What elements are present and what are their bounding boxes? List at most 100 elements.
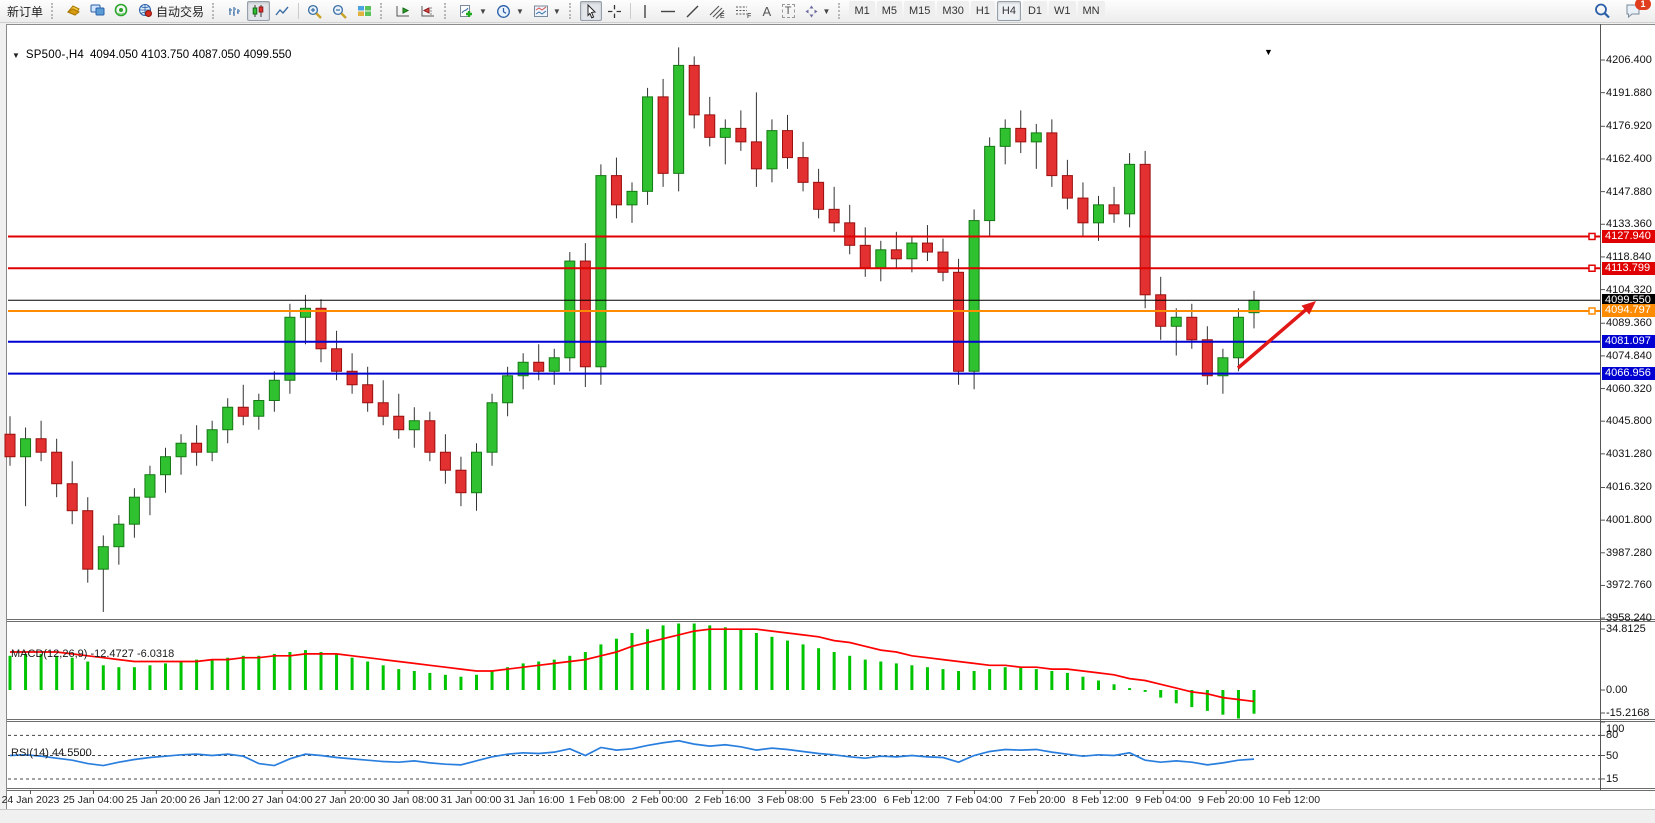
time-axis-label: 2 Feb 16:00	[694, 794, 751, 806]
candle-bear	[813, 181, 825, 210]
new-order-button[interactable]: 新订单	[3, 1, 47, 21]
signals-button[interactable]	[110, 1, 133, 21]
timeframe-w1-button[interactable]: W1	[1049, 1, 1076, 21]
toolbar-separator	[298, 3, 300, 19]
candle-bear	[424, 420, 436, 453]
indicators-button[interactable]: ▼	[455, 1, 491, 21]
zoom-out-button[interactable]	[328, 1, 352, 21]
vline-button[interactable]	[635, 1, 655, 21]
tile-windows-icon	[358, 6, 372, 16]
chart-shift-button[interactable]	[416, 1, 440, 21]
channel-button[interactable]: E	[705, 1, 730, 21]
candle-bear	[782, 130, 793, 159]
channel-letter: E	[720, 13, 725, 19]
candle-bear	[51, 451, 63, 485]
timeframe-h1-button[interactable]: H1	[970, 1, 995, 21]
chart-line-button[interactable]	[271, 1, 294, 21]
autotrading-label: 自动交易	[156, 4, 205, 19]
chart-area[interactable]	[6, 24, 1655, 823]
timeframe-m5-button[interactable]: M5	[876, 1, 903, 21]
candle-bull	[471, 451, 482, 494]
arrows-tool-icon	[805, 5, 818, 17]
fibonacci-button[interactable]: F	[731, 1, 756, 21]
time-axis-label: 27 Jan 20:00	[314, 794, 376, 806]
zoom-in-button[interactable]	[303, 1, 327, 21]
time-axis-label: 27 Jan 04:00	[251, 794, 313, 806]
candle-bull	[1030, 132, 1042, 143]
price-axis-tick-label: 3987.280	[1606, 546, 1652, 559]
label-button[interactable]: T	[778, 1, 799, 21]
time-axis-label: 8 Feb 12:00	[1072, 794, 1129, 806]
toolbar-grip	[444, 3, 450, 19]
templates-button[interactable]: ▼	[529, 1, 565, 21]
hline-button[interactable]	[656, 1, 680, 21]
candle-bear	[953, 271, 965, 372]
candle-bear	[657, 96, 669, 174]
templates-icon	[533, 5, 548, 17]
timeframe-m30-button[interactable]: M30	[937, 1, 969, 21]
candle-bear	[750, 141, 762, 170]
candle-bear	[1046, 132, 1058, 177]
candle-bull	[766, 130, 778, 170]
periods-button[interactable]: ▼	[492, 1, 528, 21]
candle-bull	[408, 420, 420, 431]
metaeditor-button[interactable]	[62, 1, 85, 21]
price-level-badge: 4081.097	[1602, 335, 1655, 349]
macd-indicator-label: MACD(12,26,9) -12.4727 -6.0318	[11, 648, 175, 660]
zoom-in-icon	[307, 4, 322, 19]
time-axis-label: 9 Feb 20:00	[1198, 794, 1255, 806]
equidistant-channel-icon: E	[709, 5, 725, 19]
search-button[interactable]	[1590, 1, 1615, 21]
time-axis-label: 9 Feb 04:00	[1135, 794, 1192, 806]
line-handle	[1588, 307, 1596, 315]
symbol-expand-icon[interactable]: ▼	[12, 50, 20, 60]
candle-bull	[160, 456, 171, 476]
timeframe-mn-button[interactable]: MN	[1077, 1, 1105, 21]
chart-candles-button[interactable]	[247, 1, 271, 21]
rsi-indicator-label: RSI(14) 44.5500	[11, 747, 92, 759]
rsi-axis-label: 50	[1606, 749, 1619, 762]
price-level-badge: 4066.956	[1602, 367, 1655, 381]
candle-bear	[82, 510, 94, 570]
trendline-icon	[686, 5, 699, 17]
time-axis-label: 25 Jan 04:00	[63, 794, 124, 806]
candle-bear	[439, 451, 451, 471]
candle-bear	[1015, 127, 1027, 143]
timeframe-m15-button[interactable]: M15	[904, 1, 936, 21]
time-axis-label: 30 Jan 08:00	[377, 794, 439, 806]
candle-bull	[1093, 204, 1104, 224]
price-axis-tick-label: 4089.360	[1606, 317, 1652, 330]
crosshair-button[interactable]	[603, 1, 626, 21]
time-axis-label: 26 Jan 12:00	[188, 794, 250, 806]
candle-bear	[315, 307, 327, 350]
price-axis-tick-label: 4133.360	[1606, 218, 1652, 231]
timeframe-d1-button[interactable]: D1	[1022, 1, 1048, 21]
chart-menu-icon[interactable]: ▼	[1264, 47, 1273, 57]
price-axis-tick-label: 4162.400	[1606, 152, 1652, 165]
text-button[interactable]: A	[757, 1, 777, 21]
arrows-button[interactable]: ▼	[800, 1, 835, 21]
timeframe-m1-button[interactable]: M1	[849, 1, 875, 21]
cursor-button[interactable]	[579, 1, 602, 21]
candle-bull	[222, 406, 234, 431]
chart-bars-button[interactable]	[223, 1, 246, 21]
candle-bull	[626, 190, 638, 206]
toolbar-grip	[838, 3, 844, 19]
tile-windows-button[interactable]	[353, 1, 376, 21]
chat-button[interactable]: 1	[1621, 0, 1651, 21]
auto-scroll-button[interactable]	[391, 1, 415, 21]
hosting-button[interactable]	[86, 1, 109, 21]
chart-shift-icon	[421, 5, 435, 16]
candles-chart-icon	[252, 5, 264, 17]
bars-chart-icon	[229, 7, 240, 16]
price-axis-tick-label: 3958.240	[1606, 612, 1652, 625]
timeframe-h4-button[interactable]: H4	[996, 1, 1021, 21]
trendline-button[interactable]	[681, 1, 704, 21]
dropdown-caret-icon: ▼	[552, 6, 561, 16]
autotrading-button[interactable]: 自动交易	[134, 1, 208, 21]
rsi-axis-label: 15	[1606, 772, 1619, 785]
price-axis-tick-label: 4045.800	[1606, 415, 1652, 428]
candle-bear	[362, 384, 374, 404]
